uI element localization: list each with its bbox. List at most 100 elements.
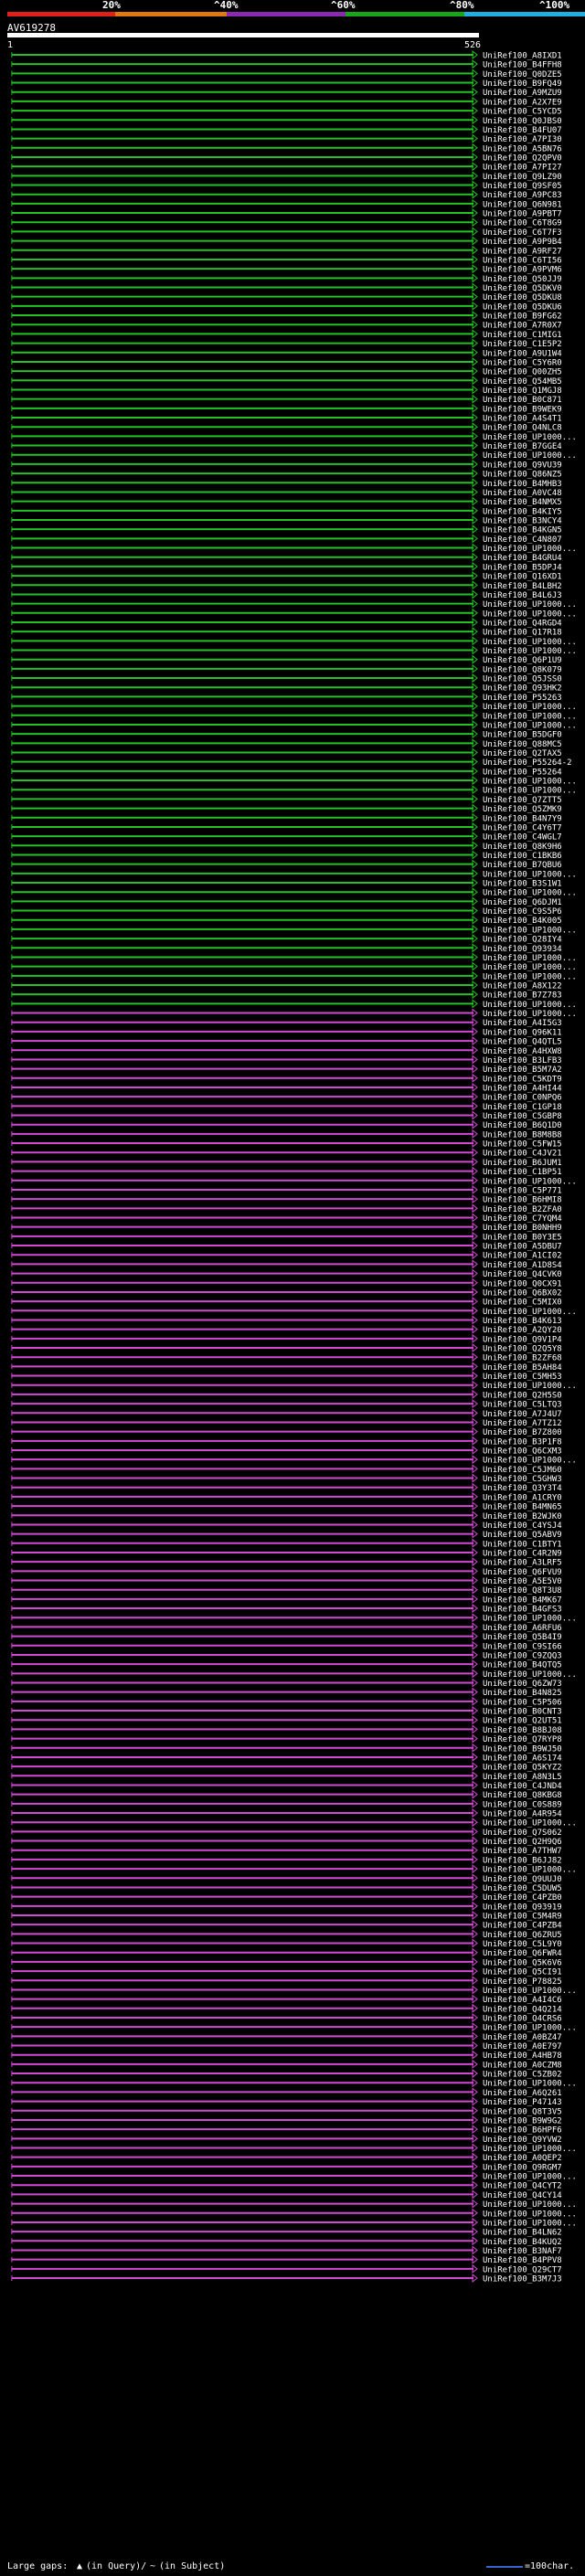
hit-label[interactable]: UniRef100_C5P506 — [483, 1698, 562, 1707]
hit-label[interactable]: UniRef100_Q7S062 — [483, 1829, 562, 1838]
hit-label[interactable]: UniRef100_Q6FVU9 — [483, 1568, 562, 1577]
hit-label[interactable]: UniRef100_C6TI56 — [483, 256, 562, 265]
hit-label[interactable]: UniRef100_Q0JBS0 — [483, 117, 562, 126]
hit-label[interactable]: UniRef100_A9PVM6 — [483, 266, 562, 275]
hit-label[interactable]: UniRef100_C4PZB0 — [483, 1893, 562, 1903]
hit-label[interactable]: UniRef100_UP1000... — [483, 1457, 577, 1466]
hit-label[interactable]: UniRef100_UP1000... — [483, 778, 577, 787]
hit-label[interactable]: UniRef100_C6T7F3 — [483, 228, 562, 238]
hit-label[interactable]: UniRef100_B8BJ08 — [483, 1726, 562, 1735]
hit-label[interactable]: UniRef100_C5GHW3 — [483, 1475, 562, 1484]
hit-label[interactable]: UniRef100_P47143 — [483, 2098, 562, 2107]
hit-label[interactable]: UniRef100_UP1000... — [483, 1615, 577, 1624]
hit-label[interactable]: UniRef100_UP1000... — [483, 1866, 577, 1875]
hit-label[interactable]: UniRef100_Q29CT7 — [483, 2265, 562, 2274]
hit-label[interactable]: UniRef100_Q6P1U9 — [483, 656, 562, 665]
hit-label[interactable]: UniRef100_Q4RGD4 — [483, 619, 562, 628]
hit-label[interactable]: UniRef100_C5MH53 — [483, 1373, 562, 1382]
hit-label[interactable]: UniRef100_Q5DKU8 — [483, 293, 562, 302]
hit-label[interactable]: UniRef100_B0NHH9 — [483, 1224, 562, 1233]
hit-label[interactable]: UniRef100_A8X122 — [483, 982, 562, 991]
hit-label[interactable]: UniRef100_UP1000... — [483, 545, 577, 554]
hit-label[interactable]: UniRef100_Q4NLC8 — [483, 424, 562, 433]
hit-label[interactable]: UniRef100_C5L9Y0 — [483, 1940, 562, 1949]
hit-label[interactable]: UniRef100_Q6N981 — [483, 200, 562, 209]
hit-label[interactable]: UniRef100_A8IXD1 — [483, 52, 562, 61]
hit-label[interactable]: UniRef100_C5KDT9 — [483, 1075, 562, 1084]
hit-label[interactable]: UniRef100_Q28IY4 — [483, 936, 562, 945]
hit-label[interactable]: UniRef100_B0C871 — [483, 396, 562, 405]
hit-label[interactable]: UniRef100_Q54MB5 — [483, 377, 562, 387]
hit-label[interactable]: UniRef100_B5DGF0 — [483, 731, 562, 740]
hit-label[interactable]: UniRef100_B9WJ50 — [483, 1744, 562, 1754]
hit-label[interactable]: UniRef100_Q50JJ9 — [483, 275, 562, 284]
hit-label[interactable]: UniRef100_Q9RGM7 — [483, 2163, 562, 2172]
hit-label[interactable]: UniRef100_B9W9G2 — [483, 2116, 562, 2125]
hit-label[interactable]: UniRef100_A4S4T1 — [483, 415, 562, 424]
hit-label[interactable]: UniRef100_C4WGL7 — [483, 833, 562, 843]
hit-label[interactable]: UniRef100_Q2QPV0 — [483, 154, 562, 163]
hit-label[interactable]: UniRef100_C4R2N9 — [483, 1549, 562, 1558]
hit-label[interactable]: UniRef100_Q00ZH5 — [483, 368, 562, 377]
hit-label[interactable]: UniRef100_B4GRU4 — [483, 554, 562, 563]
hit-label[interactable]: UniRef100_B4K613 — [483, 1317, 562, 1326]
hit-label[interactable]: UniRef100_A9PC83 — [483, 191, 562, 200]
hit-label[interactable]: UniRef100_Q8K9H6 — [483, 843, 562, 852]
hit-label[interactable]: UniRef100_Q4CRS6 — [483, 2014, 562, 2023]
hit-label[interactable]: UniRef100_C1GP18 — [483, 1103, 562, 1112]
hit-label[interactable]: UniRef100_UP1000... — [483, 647, 577, 656]
hit-label[interactable]: UniRef100_Q93HK2 — [483, 684, 562, 694]
hit-label[interactable]: UniRef100_C4N807 — [483, 535, 562, 545]
hit-label[interactable]: UniRef100_B9FQ49 — [483, 80, 562, 89]
hit-label[interactable]: UniRef100_B3P1F8 — [483, 1437, 562, 1447]
hit-label[interactable]: UniRef100_Q96K11 — [483, 1028, 562, 1037]
hit-label[interactable]: UniRef100_C5M4R9 — [483, 1913, 562, 1922]
hit-label[interactable]: UniRef100_P55264-2 — [483, 758, 572, 768]
hit-label[interactable]: UniRef100_Q93919 — [483, 1903, 562, 1912]
hit-label[interactable]: UniRef100_A4I5G3 — [483, 1019, 562, 1028]
hit-label[interactable]: UniRef100_B6Q1D0 — [483, 1121, 562, 1130]
hit-label[interactable]: UniRef100_Q7RYP8 — [483, 1735, 562, 1744]
hit-label[interactable]: UniRef100_A1CI02 — [483, 1252, 562, 1261]
hit-label[interactable]: UniRef100_UP1000... — [483, 963, 577, 972]
hit-label[interactable]: UniRef100_P78825 — [483, 1977, 562, 1987]
hit-label[interactable]: UniRef100_A9PBT7 — [483, 210, 562, 219]
hit-label[interactable]: UniRef100_C5LTQ3 — [483, 1401, 562, 1410]
hit-label[interactable]: UniRef100_C5MIX0 — [483, 1299, 562, 1308]
hit-label[interactable]: UniRef100_B4N825 — [483, 1689, 562, 1698]
hit-label[interactable]: UniRef100_C4JND4 — [483, 1782, 562, 1791]
hit-label[interactable]: UniRef100_B7Z783 — [483, 991, 562, 1001]
hit-label[interactable]: UniRef100_Q6CXM3 — [483, 1447, 562, 1457]
hit-label[interactable]: UniRef100_Q4QTL5 — [483, 1038, 562, 1047]
hit-label[interactable]: UniRef100_B3LFB3 — [483, 1056, 562, 1065]
hit-label[interactable]: UniRef100_A7PI30 — [483, 135, 562, 144]
hit-label[interactable]: UniRef100_Q6FWR4 — [483, 1949, 562, 1958]
hit-label[interactable]: UniRef100_C4PZB4 — [483, 1922, 562, 1931]
hit-label[interactable]: UniRef100_C9ZQQ3 — [483, 1651, 562, 1660]
hit-label[interactable]: UniRef100_UP1000... — [483, 926, 577, 935]
hit-label[interactable]: UniRef100_C1BP51 — [483, 1168, 562, 1177]
hit-label[interactable]: UniRef100_UP1000... — [483, 2080, 577, 2089]
hit-label[interactable]: UniRef100_B3M7J3 — [483, 2275, 562, 2284]
hit-label[interactable]: UniRef100_P55263 — [483, 694, 562, 703]
hit-label[interactable]: UniRef100_Q5B4I9 — [483, 1633, 562, 1642]
hit-label[interactable]: UniRef100_A9RF27 — [483, 247, 562, 256]
hit-label[interactable]: UniRef100_B3NAF7 — [483, 2247, 562, 2256]
hit-label[interactable]: UniRef100_A4I4C6 — [483, 1996, 562, 2005]
hit-label[interactable]: UniRef100_B4K005 — [483, 917, 562, 926]
hit-label[interactable]: UniRef100_B0Y3E5 — [483, 1233, 562, 1242]
hit-label[interactable]: UniRef100_B2ZFA0 — [483, 1205, 562, 1214]
hit-label[interactable]: UniRef100_B8M8B8 — [483, 1130, 562, 1140]
hit-label[interactable]: UniRef100_UP1000... — [483, 610, 577, 619]
hit-label[interactable]: UniRef100_C5GBP8 — [483, 1112, 562, 1121]
hit-label[interactable]: UniRef100_UP1000... — [483, 2200, 577, 2210]
hit-label[interactable]: UniRef100_B4NMX5 — [483, 498, 562, 507]
hit-label[interactable]: UniRef100_B4L6J3 — [483, 591, 562, 600]
hit-label[interactable]: UniRef100_B6JUM1 — [483, 1159, 562, 1168]
hit-label[interactable]: UniRef100_B6HPF6 — [483, 2126, 562, 2136]
hit-label[interactable]: UniRef100_A4HB78 — [483, 2051, 562, 2061]
hit-label[interactable]: UniRef100_B2WJK0 — [483, 1512, 562, 1521]
hit-label[interactable]: UniRef100_Q8KBG8 — [483, 1791, 562, 1800]
hit-label[interactable]: UniRef100_Q93934 — [483, 945, 562, 954]
hit-label[interactable]: UniRef100_Q5K6V6 — [483, 1958, 562, 1967]
